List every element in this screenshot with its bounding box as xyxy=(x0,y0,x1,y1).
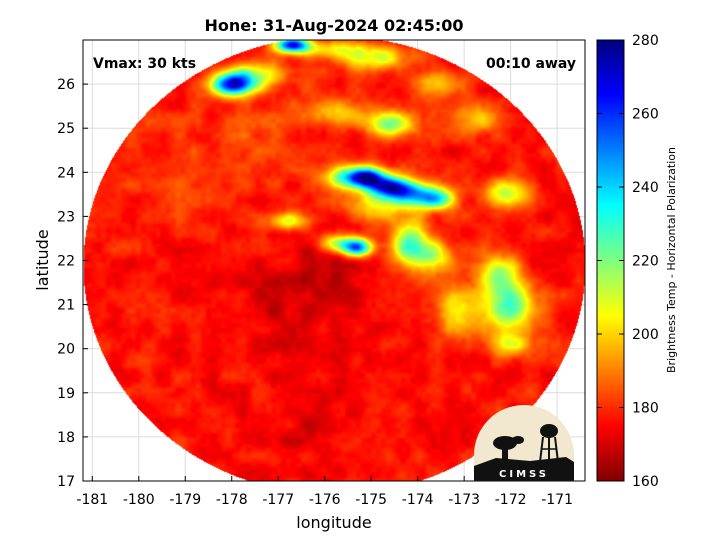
colorbar-tick-label: 280 xyxy=(632,33,659,49)
colorbar-tick-label: 240 xyxy=(632,180,659,196)
colorbar-label: Brightness Temp - Horizontal Polarizatio… xyxy=(665,147,678,373)
x-tick-label: -175 xyxy=(355,492,387,508)
water-tower-icon xyxy=(539,424,559,463)
y-tick-label: 24 xyxy=(57,165,75,181)
x-tick-label: -180 xyxy=(123,492,155,508)
axis-ticks: -181 -180 -179 -178 -177 -176 -175 -174 -173 -172… xyxy=(57,77,573,508)
colorbar-ticks: 160 180 200 220 240 260 280 xyxy=(597,33,659,490)
y-tick-label: 18 xyxy=(57,430,75,446)
y-tick-label: 21 xyxy=(57,298,75,314)
x-tick-label: -172 xyxy=(495,492,527,508)
colorbar-tick-label: 180 xyxy=(632,401,659,417)
x-axis-label: longitude xyxy=(296,513,371,532)
vmax-annotation: Vmax: 30 kts xyxy=(93,56,196,72)
y-tick-label: 23 xyxy=(57,209,75,225)
x-tick-label: -178 xyxy=(216,492,248,508)
x-tick-label: -176 xyxy=(309,492,341,508)
cimss-logo: CIMSS xyxy=(474,405,574,481)
x-tick-label: -173 xyxy=(448,492,480,508)
x-tick-label: -179 xyxy=(169,492,201,508)
colorbar: 160 180 200 220 240 260 280 Brightness Temp - … xyxy=(596,33,678,490)
logo-text: CIMSS xyxy=(499,469,549,480)
colorbar-tick-label: 260 xyxy=(632,107,659,123)
y-axis-label: latitude xyxy=(33,229,52,290)
brightness-temperature-swath xyxy=(83,40,585,481)
colorbar-tick-label: 160 xyxy=(632,474,659,490)
colorbar-tick-label: 200 xyxy=(632,327,659,343)
x-tick-label: -171 xyxy=(541,492,573,508)
y-tick-label: 25 xyxy=(57,121,75,137)
y-tick-label: 19 xyxy=(57,386,75,402)
satellite-dish-icon xyxy=(493,436,524,460)
y-tick-label: 22 xyxy=(57,254,75,270)
x-tick-label: -177 xyxy=(262,492,294,508)
y-tick-label: 20 xyxy=(57,342,75,358)
logo-ground xyxy=(474,457,574,481)
y-tick-label: 17 xyxy=(57,474,75,490)
x-tick-label: -174 xyxy=(402,492,434,508)
y-tick-label: 26 xyxy=(57,77,75,93)
time-away-annotation: 00:10 away xyxy=(486,56,576,72)
chart-title: Hone: 31-Aug-2024 02:45:00 xyxy=(204,16,463,35)
colorbar-tick-label: 220 xyxy=(632,254,659,270)
x-tick-label: -181 xyxy=(76,492,108,508)
